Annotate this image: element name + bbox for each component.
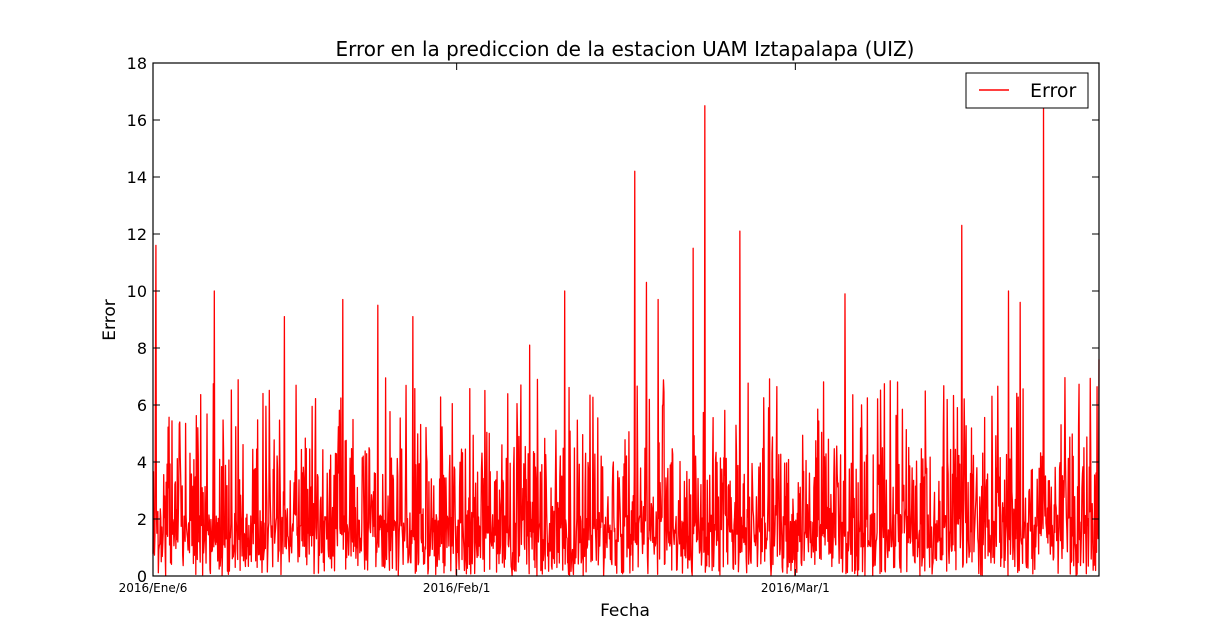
plot-frame — [152, 62, 1100, 577]
series-error — [152, 105, 1100, 577]
x-tick-label: 2016/Feb/1 — [423, 581, 491, 595]
x-tick-label: 2016/Mar/1 — [761, 581, 830, 595]
x-axis-title: Fecha — [600, 601, 650, 621]
y-tick-label: 4 — [137, 453, 147, 472]
chart-title: Error en la prediccion de la estacion UA… — [336, 37, 915, 61]
y-tick-label: 0 — [137, 567, 147, 586]
legend: Error — [965, 72, 1089, 109]
series-line-error — [152, 105, 1100, 577]
y-axis: 0 2 4 6 8 10 12 14 16 18 — [127, 54, 1099, 586]
y-tick-label: 2 — [137, 510, 147, 529]
y-tick-label: 14 — [127, 168, 147, 187]
y-tick-label: 18 — [127, 54, 147, 73]
y-axis-title: Error — [100, 299, 120, 340]
y-tick-label: 6 — [137, 396, 147, 415]
legend-label-error: Error — [1030, 80, 1077, 102]
y-tick-label: 8 — [137, 339, 147, 358]
x-axis: 2016/Ene/6 2016/Feb/1 2016/Mar/1 — [119, 63, 830, 595]
y-tick-label: 10 — [127, 282, 147, 301]
y-tick-label: 16 — [127, 111, 147, 130]
x-tick-label: 2016/Ene/6 — [119, 581, 188, 595]
y-tick-label: 12 — [127, 225, 147, 244]
